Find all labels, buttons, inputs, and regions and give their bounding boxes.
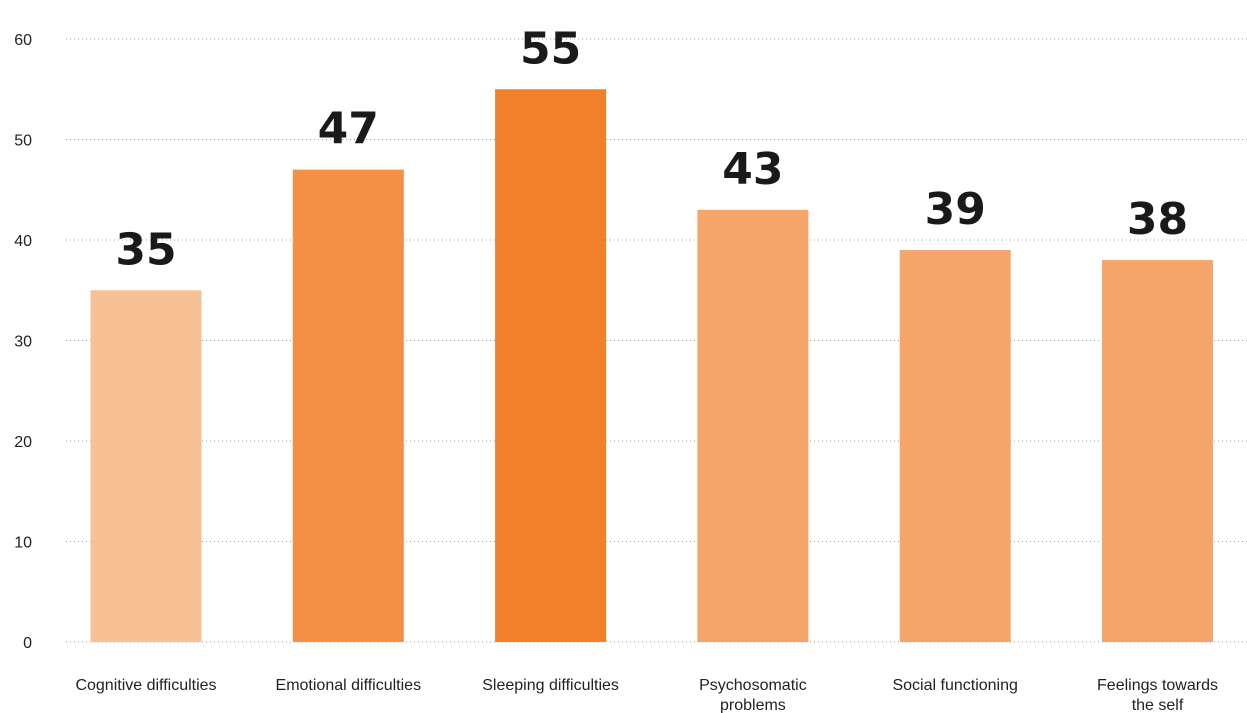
y-tick-label: 10 — [14, 535, 32, 552]
data-label: 47 — [318, 104, 379, 155]
data-label: 38 — [1127, 194, 1188, 245]
grid-layer — [66, 38, 1247, 643]
bar — [899, 250, 1011, 643]
y-tick-label: 50 — [14, 133, 32, 150]
data-label-layer: 35 47 55 43 39 38 — [115, 23, 1188, 275]
x-tick-label: Emotional difficulties — [276, 677, 422, 694]
bar — [292, 169, 404, 642]
x-tick-label: Social functioning — [892, 677, 1017, 694]
y-tick-label: 60 — [14, 32, 32, 49]
data-label: 55 — [520, 23, 581, 74]
y-axis-tick-layer: 0 10 20 30 40 50 60 — [14, 32, 32, 652]
bar — [90, 290, 202, 642]
x-tick-label-line: Psychosomatic — [699, 677, 807, 694]
x-tick-label-line: the self — [1132, 697, 1184, 713]
y-tick-label: 0 — [23, 635, 32, 652]
x-tick-label-line: Social functioning — [892, 677, 1017, 694]
data-label: 43 — [722, 144, 783, 195]
x-tick-label-line: Cognitive difficulties — [75, 677, 216, 694]
bar — [495, 89, 607, 642]
x-tick-label: Feelings towards the self — [1097, 677, 1218, 713]
x-tick-label-line: problems — [720, 697, 786, 713]
y-tick-label: 20 — [14, 434, 32, 451]
bar — [697, 209, 809, 642]
x-tick-label: Psychosomatic problems — [699, 677, 807, 713]
x-tick-label-line: Feelings towards — [1097, 677, 1218, 694]
bar — [1102, 260, 1213, 642]
y-tick-label: 30 — [14, 334, 32, 351]
x-axis-tick-layer: Cognitive difficulties Emotional difficul… — [75, 677, 1218, 713]
data-label: 35 — [115, 224, 176, 275]
bar-layer — [90, 89, 1213, 643]
x-tick-label: Sleeping difficulties — [482, 677, 619, 694]
x-tick-label-line: Sleeping difficulties — [482, 677, 619, 694]
data-label: 39 — [925, 184, 986, 235]
x-tick-label: Cognitive difficulties — [75, 677, 216, 694]
x-tick-label-line: Emotional difficulties — [276, 677, 422, 694]
y-tick-label: 40 — [14, 233, 32, 250]
